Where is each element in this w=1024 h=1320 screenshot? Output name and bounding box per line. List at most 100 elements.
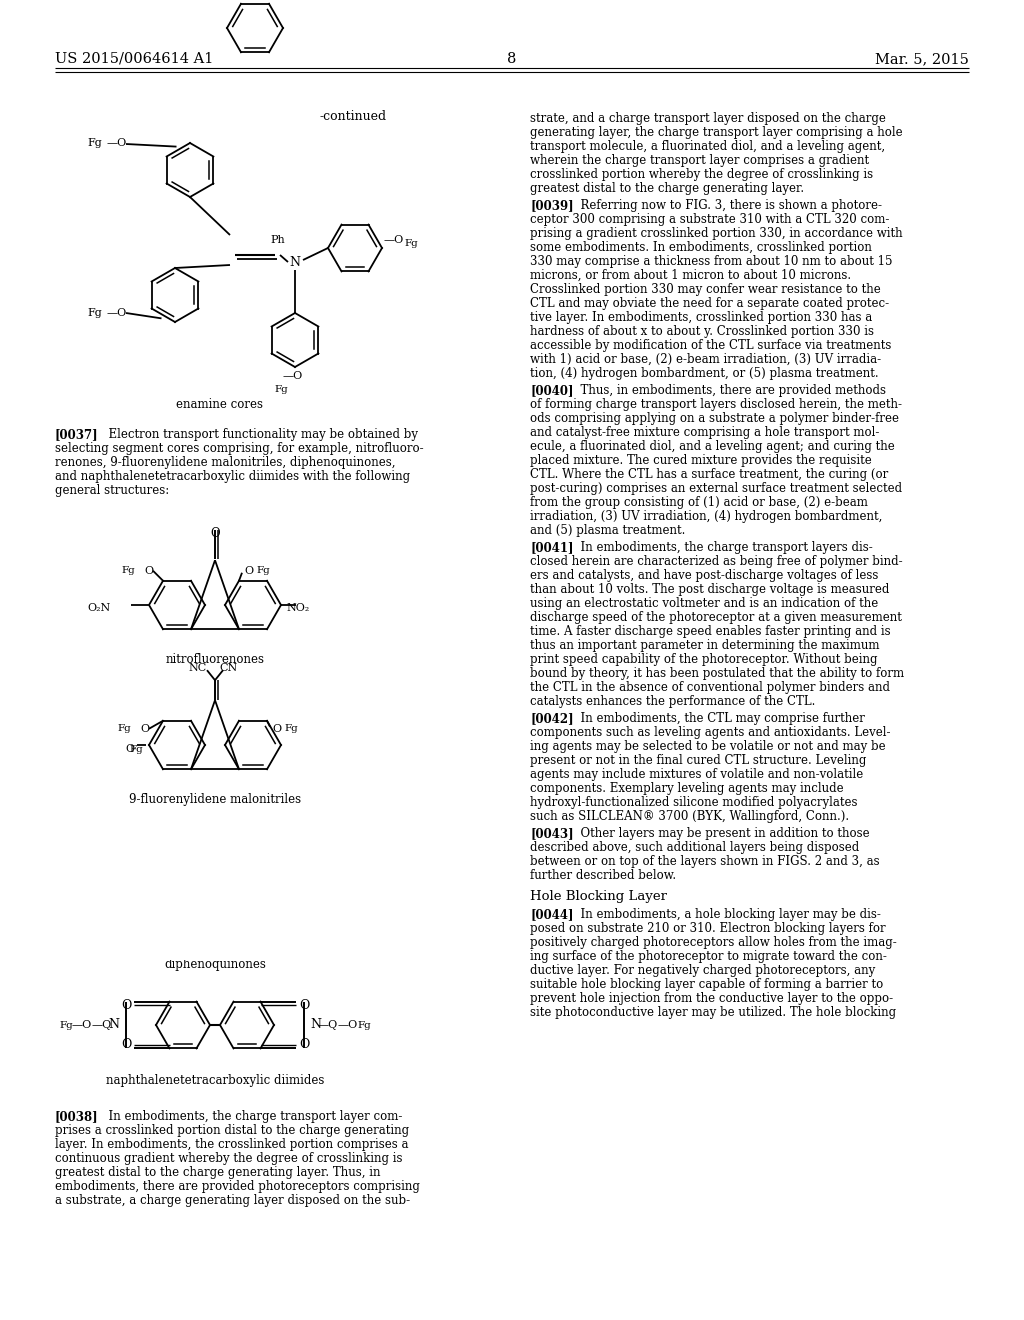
Text: N: N bbox=[109, 1019, 120, 1031]
Text: Fg: Fg bbox=[256, 566, 269, 576]
Text: O: O bbox=[299, 1038, 309, 1051]
Text: Q: Q bbox=[289, 903, 297, 912]
Text: Fg: Fg bbox=[274, 385, 288, 393]
Text: —O: —O bbox=[72, 1020, 92, 1030]
Text: strate, and a charge transport layer disposed on the charge: strate, and a charge transport layer dis… bbox=[530, 112, 886, 125]
Text: closed herein are characterized as being free of polymer bind-: closed herein are characterized as being… bbox=[530, 554, 902, 568]
Text: irradiation, (3) UV irradiation, (4) hydrogen bombardment,: irradiation, (3) UV irradiation, (4) hyd… bbox=[530, 510, 883, 523]
Text: and naphthalenetetracarboxylic diimides with the following: and naphthalenetetracarboxylic diimides … bbox=[55, 470, 411, 483]
Text: 330 may comprise a thickness from about 10 nm to about 15: 330 may comprise a thickness from about … bbox=[530, 255, 893, 268]
Text: ing agents may be selected to be volatile or not and may be: ing agents may be selected to be volatil… bbox=[530, 741, 886, 752]
Text: Thus, in embodiments, there are provided methods: Thus, in embodiments, there are provided… bbox=[573, 384, 886, 397]
Text: —Q: —Q bbox=[92, 1020, 112, 1030]
Text: placed mixture. The cured mixture provides the requisite: placed mixture. The cured mixture provid… bbox=[530, 454, 871, 467]
Text: O: O bbox=[293, 884, 303, 898]
Text: O: O bbox=[124, 853, 134, 865]
Text: renones, 9-fluorenylidene malonitriles, diphenoquinones,: renones, 9-fluorenylidene malonitriles, … bbox=[55, 455, 395, 469]
Text: 9-fluorenylidene malonitriles: 9-fluorenylidene malonitriles bbox=[129, 793, 301, 807]
Text: Fg: Fg bbox=[121, 566, 135, 576]
Text: Fg: Fg bbox=[125, 929, 139, 939]
Text: —O: —O bbox=[283, 371, 303, 381]
Text: tion, (4) hydrogen bombardment, or (5) plasma treatment.: tion, (4) hydrogen bombardment, or (5) p… bbox=[530, 367, 879, 380]
Text: ods comprising applying on a substrate a polymer binder-free: ods comprising applying on a substrate a… bbox=[530, 412, 899, 425]
Text: O: O bbox=[121, 1038, 131, 1051]
Text: agents may include mixtures of volatile and non-volatile: agents may include mixtures of volatile … bbox=[530, 768, 863, 781]
Text: described above, such additional layers being disposed: described above, such additional layers … bbox=[530, 841, 859, 854]
Text: US 2015/0064614 A1: US 2015/0064614 A1 bbox=[55, 51, 213, 66]
Text: [0039]: [0039] bbox=[530, 199, 573, 213]
Text: the CTL in the absence of conventional polymer binders and: the CTL in the absence of conventional p… bbox=[530, 681, 890, 694]
Text: bound by theory, it has been postulated that the ability to form: bound by theory, it has been postulated … bbox=[530, 667, 904, 680]
Text: time. A faster discharge speed enables faster printing and is: time. A faster discharge speed enables f… bbox=[530, 624, 891, 638]
Text: continuous gradient whereby the degree of crosslinking is: continuous gradient whereby the degree o… bbox=[55, 1152, 402, 1166]
Text: In embodiments, the charge transport layer com-: In embodiments, the charge transport lay… bbox=[101, 1110, 402, 1123]
Text: positively charged photoreceptors allow holes from the imag-: positively charged photoreceptors allow … bbox=[530, 936, 897, 949]
Text: site photoconductive layer may be utilized. The hole blocking: site photoconductive layer may be utiliz… bbox=[530, 1006, 896, 1019]
Text: diphenoquinones: diphenoquinones bbox=[164, 958, 266, 972]
Text: N: N bbox=[290, 256, 300, 268]
Text: O: O bbox=[299, 999, 309, 1012]
Text: from the group consisting of (1) acid or base, (2) e-beam: from the group consisting of (1) acid or… bbox=[530, 496, 868, 510]
Text: with 1) acid or base, (2) e-beam irradiation, (3) UV irradia-: with 1) acid or base, (2) e-beam irradia… bbox=[530, 352, 881, 366]
Text: tive layer. In embodiments, crosslinked portion 330 has a: tive layer. In embodiments, crosslinked … bbox=[530, 312, 872, 323]
Text: Fg: Fg bbox=[289, 915, 303, 924]
Text: N: N bbox=[310, 1019, 322, 1031]
Text: Fg: Fg bbox=[404, 239, 418, 248]
Text: [0042]: [0042] bbox=[530, 711, 573, 725]
Text: Fg: Fg bbox=[122, 883, 136, 892]
Text: —O: —O bbox=[106, 139, 127, 148]
Text: components such as leveling agents and antioxidants. Level-: components such as leveling agents and a… bbox=[530, 726, 891, 739]
Text: ers and catalysts, and have post-discharge voltages of less: ers and catalysts, and have post-dischar… bbox=[530, 569, 879, 582]
Text: a substrate, a charge generating layer disposed on the sub-: a substrate, a charge generating layer d… bbox=[55, 1195, 411, 1206]
Text: Fg: Fg bbox=[284, 725, 298, 733]
Text: generating layer, the charge transport layer comprising a hole: generating layer, the charge transport l… bbox=[530, 125, 902, 139]
Text: [0038]: [0038] bbox=[55, 1110, 98, 1123]
Text: NC: NC bbox=[188, 663, 207, 673]
Text: of forming charge transport layers disclosed herein, the meth-: of forming charge transport layers discl… bbox=[530, 399, 902, 411]
Text: Fg: Fg bbox=[87, 308, 101, 318]
Text: Q: Q bbox=[289, 871, 297, 879]
Text: suitable hole blocking layer capable of forming a barrier to: suitable hole blocking layer capable of … bbox=[530, 978, 884, 991]
Text: O: O bbox=[293, 853, 303, 865]
Text: O₂N: O₂N bbox=[88, 603, 111, 612]
Text: Electron transport functionality may be obtained by: Electron transport functionality may be … bbox=[101, 428, 418, 441]
Text: Q: Q bbox=[125, 903, 133, 912]
Text: ecule, a fluorinated diol, and a leveling agent; and curing the: ecule, a fluorinated diol, and a levelin… bbox=[530, 440, 895, 453]
Text: Other layers may be present in addition to those: Other layers may be present in addition … bbox=[573, 828, 869, 840]
Text: In embodiments, a hole blocking layer may be dis-: In embodiments, a hole blocking layer ma… bbox=[573, 908, 881, 921]
Text: than about 10 volts. The post discharge voltage is measured: than about 10 volts. The post discharge … bbox=[530, 583, 890, 597]
Text: 8: 8 bbox=[507, 51, 517, 66]
Text: embodiments, there are provided photoreceptors comprising: embodiments, there are provided photorec… bbox=[55, 1180, 420, 1193]
Text: post-curing) comprises an external surface treatment selected: post-curing) comprises an external surfa… bbox=[530, 482, 902, 495]
Text: further described below.: further described below. bbox=[530, 869, 676, 882]
Text: O: O bbox=[124, 884, 134, 898]
Text: [0037]: [0037] bbox=[55, 428, 98, 441]
Text: hydroxyl-functionalized silicone modified polyacrylates: hydroxyl-functionalized silicone modifie… bbox=[530, 796, 857, 809]
Text: —O: —O bbox=[106, 308, 127, 318]
Text: ductive layer. For negatively charged photoreceptors, any: ductive layer. For negatively charged ph… bbox=[530, 964, 876, 977]
Text: Fg: Fg bbox=[87, 139, 101, 148]
Text: O: O bbox=[244, 566, 253, 576]
Text: —O: —O bbox=[338, 1020, 358, 1030]
Text: In embodiments, the charge transport layers dis-: In embodiments, the charge transport lay… bbox=[573, 541, 872, 554]
Text: CTL. Where the CTL has a surface treatment, the curing (or: CTL. Where the CTL has a surface treatme… bbox=[530, 469, 888, 480]
Text: |: | bbox=[130, 919, 134, 929]
Text: Fg: Fg bbox=[129, 744, 143, 754]
Text: Q: Q bbox=[128, 906, 136, 915]
Text: Mar. 5, 2015: Mar. 5, 2015 bbox=[876, 51, 969, 66]
Text: [0040]: [0040] bbox=[530, 384, 573, 397]
Text: O: O bbox=[140, 723, 150, 734]
Text: naphthalenetetracarboxylic diimides: naphthalenetetracarboxylic diimides bbox=[105, 1074, 325, 1086]
Text: O: O bbox=[121, 999, 131, 1012]
Text: O: O bbox=[126, 744, 135, 754]
Text: hardness of about x to about y. Crosslinked portion 330 is: hardness of about x to about y. Crosslin… bbox=[530, 325, 874, 338]
Text: microns, or from about 1 micron to about 10 microns.: microns, or from about 1 micron to about… bbox=[530, 269, 851, 282]
Text: and (5) plasma treatment.: and (5) plasma treatment. bbox=[530, 524, 685, 537]
Text: Fg: Fg bbox=[118, 725, 131, 733]
Text: Fg: Fg bbox=[59, 1020, 73, 1030]
Text: O: O bbox=[210, 527, 220, 540]
Text: [0041]: [0041] bbox=[530, 541, 573, 554]
Text: nitrofluorenones: nitrofluorenones bbox=[166, 653, 264, 667]
Text: accessible by modification of the CTL surface via treatments: accessible by modification of the CTL su… bbox=[530, 339, 891, 352]
Text: such as SILCLEAN® 3700 (BYK, Wallingford, Conn.).: such as SILCLEAN® 3700 (BYK, Wallingford… bbox=[530, 810, 849, 822]
